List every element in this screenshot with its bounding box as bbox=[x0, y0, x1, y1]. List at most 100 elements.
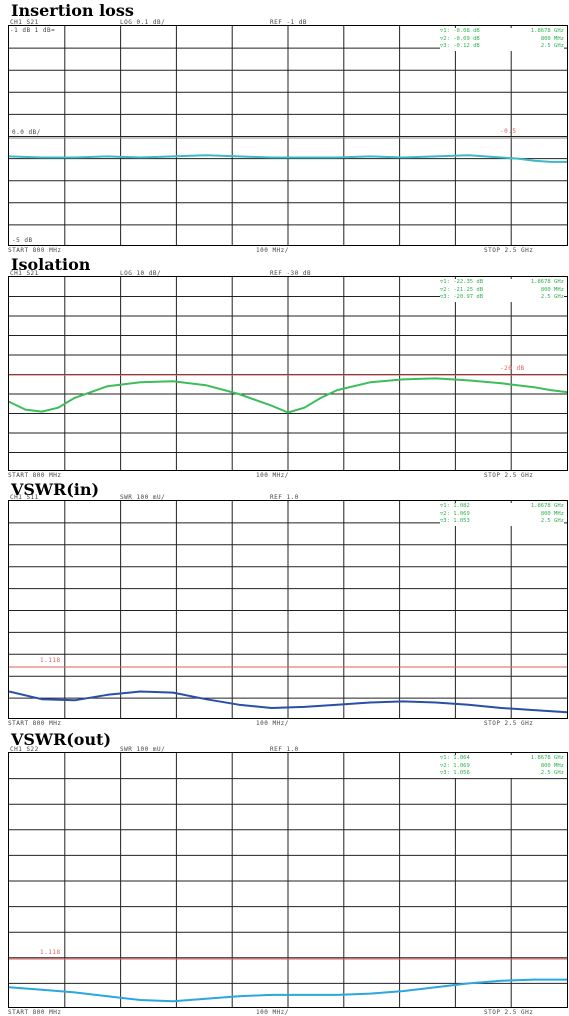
trace-point bbox=[41, 156, 43, 159]
trace-point bbox=[205, 154, 207, 157]
trace-point bbox=[73, 397, 76, 399]
start-frequency: START 800 MHz bbox=[8, 1009, 62, 1016]
stop-frequency: STOP 2.5 GHz bbox=[484, 720, 534, 727]
reference-label: REF 1.0 bbox=[270, 494, 299, 501]
marker-value: ▽2: -0.09 dB bbox=[440, 35, 480, 42]
marker-readout: ▽1: -22.35 dB 1.8678 GHz ▽2: -21.25 dB 800 … bbox=[440, 279, 564, 302]
trace-point bbox=[533, 709, 535, 711]
trace-point bbox=[172, 1000, 174, 1003]
trace-point bbox=[172, 155, 174, 158]
panel-title: VSWR(in) bbox=[11, 480, 100, 499]
marker-frequency: 800 MHz bbox=[540, 762, 564, 769]
marker-frequency: 800 MHz bbox=[540, 510, 564, 517]
channel-label: CH1 S21 bbox=[10, 19, 39, 26]
marker-frequency: 1.8678 GHz bbox=[530, 503, 564, 509]
trace-point bbox=[467, 154, 470, 157]
start-frequency: START 800 MHz bbox=[8, 720, 62, 727]
marker-row: ▽1: 1.082 1.8678 GHz bbox=[440, 503, 564, 511]
trace-line bbox=[9, 154, 567, 163]
channel-label: CH1 S11 bbox=[10, 494, 39, 501]
panel-title: Isolation bbox=[11, 255, 91, 274]
span-per-division: 100 MHz/ bbox=[256, 247, 289, 254]
trace-point bbox=[500, 382, 503, 385]
channel-label: CH1 S21 bbox=[10, 270, 39, 277]
trace-point bbox=[336, 994, 339, 996]
trace-point bbox=[434, 155, 437, 158]
bottom-scale-label: -5 dB bbox=[12, 237, 33, 244]
trace-point bbox=[9, 401, 10, 403]
marker-frequency: 1.8678 GHz bbox=[530, 28, 564, 34]
marker-row: ▽1: -0.08 dB 1.8678 GHz bbox=[440, 28, 564, 36]
trace-line bbox=[9, 978, 567, 1003]
trace-point bbox=[402, 156, 404, 159]
marker-row: ▽1: 1.064 1.8678 GHz bbox=[440, 755, 564, 763]
marker-frequency: 800 MHz bbox=[540, 35, 564, 42]
marker-row: ▽2: -21.25 dB 800 MHz bbox=[440, 287, 564, 295]
marker-row: ▽1: -22.35 dB 1.8678 GHz bbox=[440, 279, 564, 287]
trace-point bbox=[106, 995, 109, 997]
trace-point bbox=[139, 381, 142, 384]
marker-frequency: 2.5 GHz bbox=[540, 518, 564, 524]
trace-point bbox=[237, 995, 240, 997]
trace-point bbox=[9, 155, 10, 158]
marker-row: ▽3: 1.056 2.5 GHz bbox=[440, 770, 564, 778]
marker-row: ▽2: -0.09 dB 800 MHz bbox=[440, 36, 564, 44]
marker-frequency: 1.8678 GHz bbox=[530, 279, 564, 285]
trace-point bbox=[336, 389, 339, 391]
marker-row: ▽3: -20.97 dB 2.5 GHz bbox=[440, 294, 564, 302]
trace-point bbox=[57, 406, 60, 409]
trace-point bbox=[336, 703, 339, 706]
trace-point bbox=[320, 397, 322, 399]
trace-point bbox=[549, 389, 552, 391]
limit-label: -20 dB bbox=[500, 365, 525, 372]
trace-point bbox=[106, 155, 109, 158]
span-per-division: 100 MHz/ bbox=[256, 472, 289, 479]
marker-readout: ▽1: 1.064 1.8678 GHz ▽2: 1.069 800 MHz ▽3: 1… bbox=[440, 755, 564, 778]
plot-svg bbox=[9, 501, 567, 718]
marker-row: ▽3: -0.12 dB 2.5 GHz bbox=[440, 43, 564, 51]
marker-value: ▽3: -0.12 dB bbox=[440, 43, 480, 49]
stop-frequency: STOP 2.5 GHz bbox=[484, 472, 534, 479]
trace-point bbox=[566, 161, 567, 163]
trace-point bbox=[270, 707, 273, 709]
format-scale-label: LOG 10 dB/ bbox=[120, 270, 162, 277]
marker-value: ▽2: 1.069 bbox=[440, 762, 470, 769]
trace-line bbox=[9, 690, 567, 714]
trace-point bbox=[369, 381, 371, 384]
trace-point bbox=[303, 994, 306, 996]
trace-point bbox=[303, 706, 306, 708]
format-scale-label: SWR 100 mU/ bbox=[120, 746, 166, 753]
trace-point bbox=[172, 691, 174, 694]
marker-row: ▽2: 1.069 800 MHz bbox=[440, 763, 564, 771]
reference-label: REF 1.0 bbox=[270, 746, 299, 753]
marker-frequency: 2.5 GHz bbox=[540, 770, 564, 776]
trace-point bbox=[500, 707, 503, 709]
marker-frequency: 800 MHz bbox=[540, 286, 564, 293]
limit-label: 1.118 bbox=[40, 949, 61, 956]
plot-svg bbox=[9, 753, 567, 1007]
trace-point bbox=[533, 978, 535, 981]
plot-area: ▽1: 1.082 1.8678 GHz ▽2: 1.069 800 MHz ▽3: 1… bbox=[8, 500, 568, 719]
trace-point bbox=[270, 404, 273, 407]
marker-frequency: 2.5 GHz bbox=[540, 294, 564, 300]
trace-point bbox=[41, 989, 43, 991]
trace-point bbox=[566, 711, 567, 714]
channel-label: CH1 S22 bbox=[10, 746, 39, 753]
trace-point bbox=[402, 700, 404, 703]
marker-value: ▽1: 1.064 bbox=[440, 755, 470, 761]
marker-value: ▽1: -0.08 dB bbox=[440, 28, 480, 34]
trace-point bbox=[369, 992, 371, 995]
trace-point bbox=[516, 157, 519, 160]
trace-point bbox=[139, 156, 142, 159]
trace-point bbox=[205, 997, 207, 1000]
marker-value: ▽1: 1.082 bbox=[440, 503, 470, 509]
panel-title: VSWR(out) bbox=[11, 730, 112, 749]
scale-label: -1 dB 1 dB= bbox=[10, 27, 56, 34]
trace-point bbox=[139, 690, 142, 693]
plot-svg bbox=[9, 26, 567, 245]
trace-point bbox=[549, 161, 552, 163]
trace-point bbox=[369, 701, 371, 704]
trace-point bbox=[73, 156, 76, 159]
trace-point bbox=[106, 385, 109, 387]
marker-readout: ▽1: 1.082 1.8678 GHz ▽2: 1.069 800 MHz ▽3: 1… bbox=[440, 503, 564, 526]
